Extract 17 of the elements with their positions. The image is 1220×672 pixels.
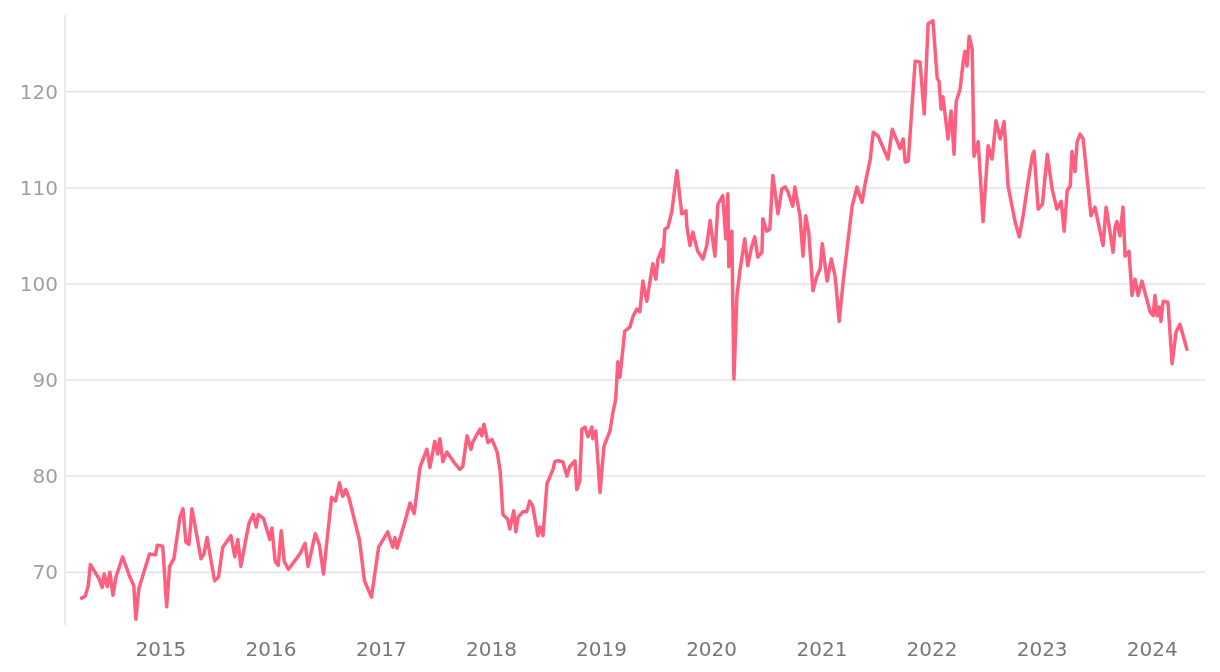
- y-tick-label: 70: [32, 560, 58, 585]
- y-tick-label: 80: [32, 464, 58, 489]
- x-tick-label: 2020: [686, 637, 738, 661]
- x-tick-label: 2016: [245, 637, 297, 661]
- x-tick-label: 2022: [906, 637, 958, 661]
- x-tick-label: 2023: [1016, 637, 1068, 661]
- y-tick-label: 90: [32, 368, 58, 393]
- y-tick-label: 100: [19, 271, 58, 296]
- x-tick-label: 2024: [1126, 637, 1178, 661]
- x-tick-label: 2017: [355, 637, 407, 661]
- x-tick-label: 2021: [796, 637, 848, 661]
- x-tick-label: 2019: [576, 637, 627, 661]
- y-tick-label: 120: [19, 79, 58, 104]
- x-tick-label: 2015: [135, 637, 187, 661]
- y-tick-label: 110: [19, 175, 58, 200]
- line-series: [79, 19, 1189, 621]
- x-tick-label: 2018: [465, 637, 517, 661]
